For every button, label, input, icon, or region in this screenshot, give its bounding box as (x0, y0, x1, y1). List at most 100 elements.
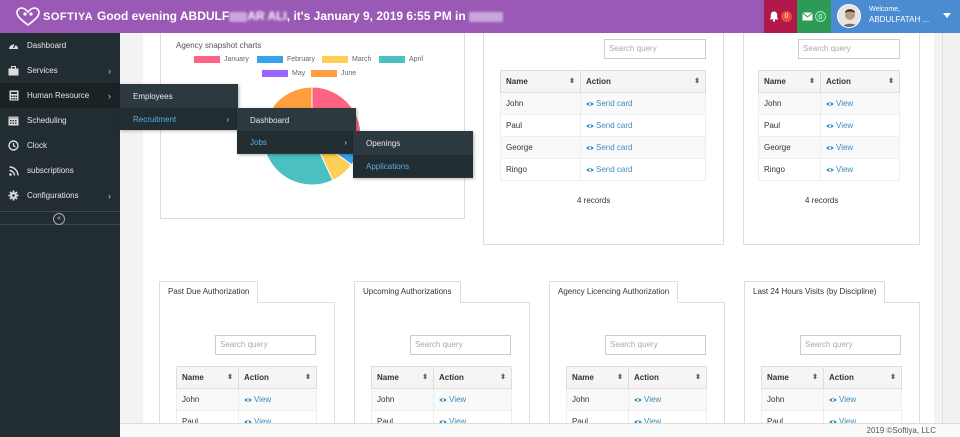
legend-item[interactable]: February (257, 56, 315, 63)
flyout-item-dashboard[interactable]: Dashboard (237, 109, 356, 131)
sidebar-item-subscriptions[interactable]: subscriptions (0, 158, 120, 183)
flyout-item-openings[interactable]: Openings (353, 132, 473, 154)
chevron-right-icon: › (108, 91, 111, 101)
legend-item[interactable]: March (322, 56, 371, 63)
action-link[interactable]: View (634, 417, 661, 426)
action-link[interactable]: View (826, 165, 853, 174)
column-header[interactable]: Name ⬍ (500, 70, 581, 93)
eye-icon (439, 420, 447, 424)
action-link[interactable]: View (439, 417, 466, 426)
column-header-label: Name (572, 373, 594, 382)
legend-item[interactable]: April (379, 56, 423, 63)
column-header[interactable]: Action ⬍ (580, 70, 706, 93)
column-header-label: Name (377, 373, 399, 382)
column-header-label: Name (764, 77, 786, 86)
panel-search-input[interactable]: Search query (215, 335, 316, 355)
legend-item[interactable]: June (311, 70, 356, 77)
panel-tab[interactable]: Upcoming Authorizations (354, 281, 461, 303)
notifications-button[interactable]: 0 (764, 0, 797, 33)
envelope-icon (802, 12, 813, 21)
column-header[interactable]: Action ⬍ (433, 366, 512, 389)
user-menu-caret-icon (943, 13, 951, 18)
legend-swatch (379, 56, 405, 63)
flyout-item-applications[interactable]: Applications (353, 155, 473, 177)
column-header[interactable]: Name ⬍ (176, 366, 239, 389)
panel-search-input[interactable]: Search query (800, 335, 901, 355)
sidebar-item-human-resource[interactable]: Human Resource › (0, 83, 120, 108)
logo[interactable]: SOFTIYA (16, 6, 93, 28)
sort-icon: ⬍ (890, 374, 896, 381)
table-header-row: Name ⬍ Action ⬍ (761, 366, 902, 389)
action-label: View (449, 395, 467, 404)
sidebar-item-clock[interactable]: Clock (0, 133, 120, 158)
action-cell: View (238, 388, 317, 411)
sidebar-item-services[interactable]: Services › (0, 58, 120, 83)
sidebar-item-label: Human Resource (27, 91, 90, 100)
name-cell: Paul (758, 114, 821, 137)
user-menu[interactable]: Welcome, ABDULFATAH ... (831, 0, 960, 33)
action-label: View (254, 395, 272, 404)
column-header[interactable]: Name ⬍ (371, 366, 434, 389)
messages-button[interactable]: 0 (797, 0, 831, 33)
action-link[interactable]: View (439, 395, 466, 404)
view-table: Name ⬍ Action ⬍ John View Paul View George … (758, 70, 900, 181)
sidebar-item-scheduling[interactable]: Scheduling (0, 108, 120, 133)
action-link[interactable]: View (829, 395, 856, 404)
table-header-row: Name ⬍ Action ⬍ (566, 366, 707, 389)
action-link[interactable]: View (826, 143, 853, 152)
send-panel-search-input[interactable]: Search query (604, 39, 706, 59)
sidebar-collapse-button[interactable]: « (53, 213, 65, 225)
action-link[interactable]: View (244, 395, 271, 404)
column-header[interactable]: Name ⬍ (566, 366, 629, 389)
action-link[interactable]: Send card (586, 165, 632, 174)
notifications-count: 0 (781, 11, 792, 22)
footer-copyright: 2019 ©Softiya, LLC (866, 426, 937, 435)
flyout-item-employees[interactable]: Employees (120, 85, 238, 107)
column-header[interactable]: Action ⬍ (823, 366, 902, 389)
legend-item[interactable]: May (262, 70, 305, 77)
user-photo-icon (838, 5, 860, 27)
sort-icon: ⬍ (422, 374, 428, 381)
panel-tab[interactable]: Last 24 Hours Visits (by Discipline) (744, 281, 886, 303)
sort-icon: ⬍ (305, 374, 311, 381)
panel-tab[interactable]: Past Due Authorization (159, 281, 259, 303)
action-link[interactable]: View (634, 395, 661, 404)
action-label: Send card (596, 121, 633, 130)
legend-swatch (322, 56, 348, 63)
action-link[interactable]: Send card (586, 121, 632, 130)
column-header[interactable]: Name ⬍ (761, 366, 824, 389)
table-row: Ringo Send card (500, 158, 706, 181)
column-header[interactable]: Name ⬍ (758, 70, 821, 93)
flyout-item-label: Openings (366, 138, 401, 148)
flyout-item-jobs[interactable]: Jobs › (237, 131, 356, 153)
action-link[interactable]: View (244, 417, 271, 426)
column-header[interactable]: Action ⬍ (820, 70, 900, 93)
table-row: John Send card (500, 92, 706, 115)
sort-icon: ⬍ (812, 374, 818, 381)
page-scrollbar[interactable] (942, 33, 960, 429)
panel-tab[interactable]: Agency Licencing Authorization (549, 281, 679, 303)
legend-label: February (287, 56, 316, 63)
action-link[interactable]: Send card (586, 99, 632, 108)
legend-swatch (262, 70, 288, 77)
view-panel-search-input[interactable]: Search query (798, 39, 900, 59)
panel-search-input[interactable]: Search query (410, 335, 511, 355)
legend-label: April (409, 56, 424, 63)
panel-search-input[interactable]: Search query (605, 335, 706, 355)
calendar-icon (8, 115, 19, 126)
greeting-prefix: Good evening ABDULF (97, 9, 230, 23)
action-link[interactable]: View (826, 99, 853, 108)
sidebar-item-dashboard[interactable]: Dashboard (0, 33, 120, 58)
legend-item[interactable]: January (194, 56, 249, 63)
action-link[interactable]: Send card (586, 143, 632, 152)
column-header[interactable]: Action ⬍ (628, 366, 707, 389)
flyout-item-recruitment[interactable]: Recruitment › (120, 108, 238, 130)
action-cell: Send card (580, 92, 706, 115)
sidebar-item-configurations[interactable]: Configurations › (0, 183, 120, 208)
column-header[interactable]: Action ⬍ (238, 366, 317, 389)
chevron-right-icon: › (344, 137, 347, 147)
eye-icon (244, 420, 252, 424)
action-link[interactable]: View (826, 121, 853, 130)
action-label: View (254, 417, 272, 426)
action-link[interactable]: View (829, 417, 856, 426)
